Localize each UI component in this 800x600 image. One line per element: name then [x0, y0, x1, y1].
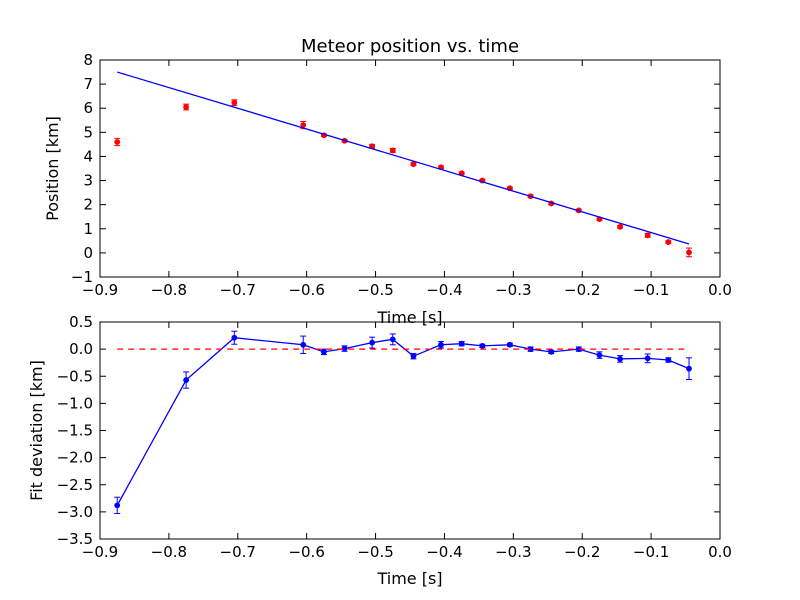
x-tick-label: −0.3: [495, 543, 531, 561]
y-tick-label: −2.5: [57, 476, 93, 494]
x-tick-label: −0.8: [151, 281, 187, 299]
data-point: [617, 355, 624, 362]
data-point: [479, 342, 486, 349]
y-tick-label: 1: [83, 220, 93, 238]
y-tick-label: 0: [83, 244, 93, 262]
data-point: [410, 353, 417, 360]
y-tick-label: 8: [83, 51, 93, 69]
y-tick-label: 5: [83, 123, 93, 141]
y-axis-label: Fit deviation [km]: [27, 360, 46, 501]
x-tick-label: −0.4: [426, 543, 462, 561]
data-point: [369, 339, 376, 346]
data-point: [548, 348, 555, 355]
fit-line: [117, 71, 690, 245]
series-layer: [114, 71, 692, 258]
data-point: [596, 352, 603, 358]
x-tick-label: −0.1: [633, 281, 669, 299]
y-tick-label: −1: [71, 268, 93, 286]
y-tick-label: −3.5: [57, 530, 93, 548]
data-point: [114, 139, 121, 145]
data-point: [389, 336, 396, 343]
data-point: [114, 502, 121, 509]
series-line-with-errorbars: [114, 330, 692, 515]
y-tick-label: 0.5: [69, 313, 93, 331]
y-axis-label: Position [km]: [43, 116, 62, 221]
x-tick-label: −0.6: [288, 543, 324, 561]
series-points-with-errorbars: [114, 99, 692, 258]
x-tick-label: 0.0: [708, 543, 732, 561]
data-point: [686, 249, 692, 256]
data-point: [183, 377, 190, 383]
x-tick-label: 0.0: [708, 281, 732, 299]
x-tick-label: −0.4: [426, 281, 462, 299]
x-tick-label: −0.5: [357, 281, 393, 299]
y-tick-label: 4: [83, 147, 93, 165]
x-tick-label: −0.6: [288, 281, 324, 299]
y-tick-label: 0.0: [69, 340, 93, 358]
data-point: [231, 334, 238, 341]
x-tick-label: −0.3: [495, 281, 531, 299]
x-tick-label: −0.7: [220, 281, 256, 299]
y-tick-label: −3.0: [57, 503, 93, 521]
x-tick-label: −0.7: [220, 543, 256, 561]
data-point: [617, 223, 624, 230]
fit-deviation-panel: −0.9 −0.8 −0.7 −0.6 −0.5 −0.4 −0.3 −0.2 −0.1 0.0 −…: [27, 313, 732, 588]
y-tick-label: −1.0: [57, 394, 93, 412]
chart-title: Meteor position vs. time: [301, 36, 519, 57]
x-tick-label: −0.1: [633, 543, 669, 561]
ticks-layer: −0.9 −0.8 −0.7 −0.6 −0.5 −0.4 −0.3 −0.2 −0.1 0.0 −…: [57, 313, 732, 561]
ticks-layer: −0.9 −0.8 −0.7 −0.6 −0.5 −0.4 −0.3 −0.2 −0.1 0.0 −…: [71, 51, 732, 299]
data-point: [183, 104, 190, 110]
x-axis-label: Time [s]: [376, 569, 442, 588]
data-point: [686, 365, 692, 372]
data-point: [644, 232, 651, 239]
series-layer: [114, 330, 692, 515]
series-line: [117, 71, 690, 245]
x-tick-label: −0.8: [151, 543, 187, 561]
y-tick-label: 6: [83, 99, 93, 117]
x-axis-label: Time [s]: [376, 308, 442, 327]
y-tick-label: 3: [83, 172, 93, 190]
data-point: [506, 341, 513, 348]
data-point: [300, 341, 307, 348]
data-point: [320, 348, 327, 355]
y-tick-label: 7: [83, 75, 93, 93]
data-point: [458, 340, 465, 347]
y-tick-label: −1.5: [57, 422, 93, 440]
position-vs-time-panel: Meteor position vs. time −0.9 −0.8 −0.7 −0.…: [43, 36, 732, 327]
data-point: [644, 355, 651, 362]
plot-frame: [99, 59, 721, 278]
data-point: [665, 357, 672, 363]
x-tick-label: −0.9: [82, 543, 118, 561]
y-tick-label: 2: [83, 196, 93, 214]
data-point: [300, 122, 307, 128]
data-point: [410, 161, 417, 168]
y-tick-label: −2.0: [57, 449, 93, 467]
x-tick-label: −0.2: [564, 543, 600, 561]
y-tick-label: −0.5: [57, 367, 93, 385]
data-point: [438, 341, 444, 348]
data-point: [389, 147, 396, 154]
data-point: [665, 239, 672, 245]
x-tick-label: −0.2: [564, 281, 600, 299]
x-tick-label: −0.9: [82, 281, 118, 299]
x-tick-label: −0.5: [357, 543, 393, 561]
data-point: [231, 99, 238, 106]
